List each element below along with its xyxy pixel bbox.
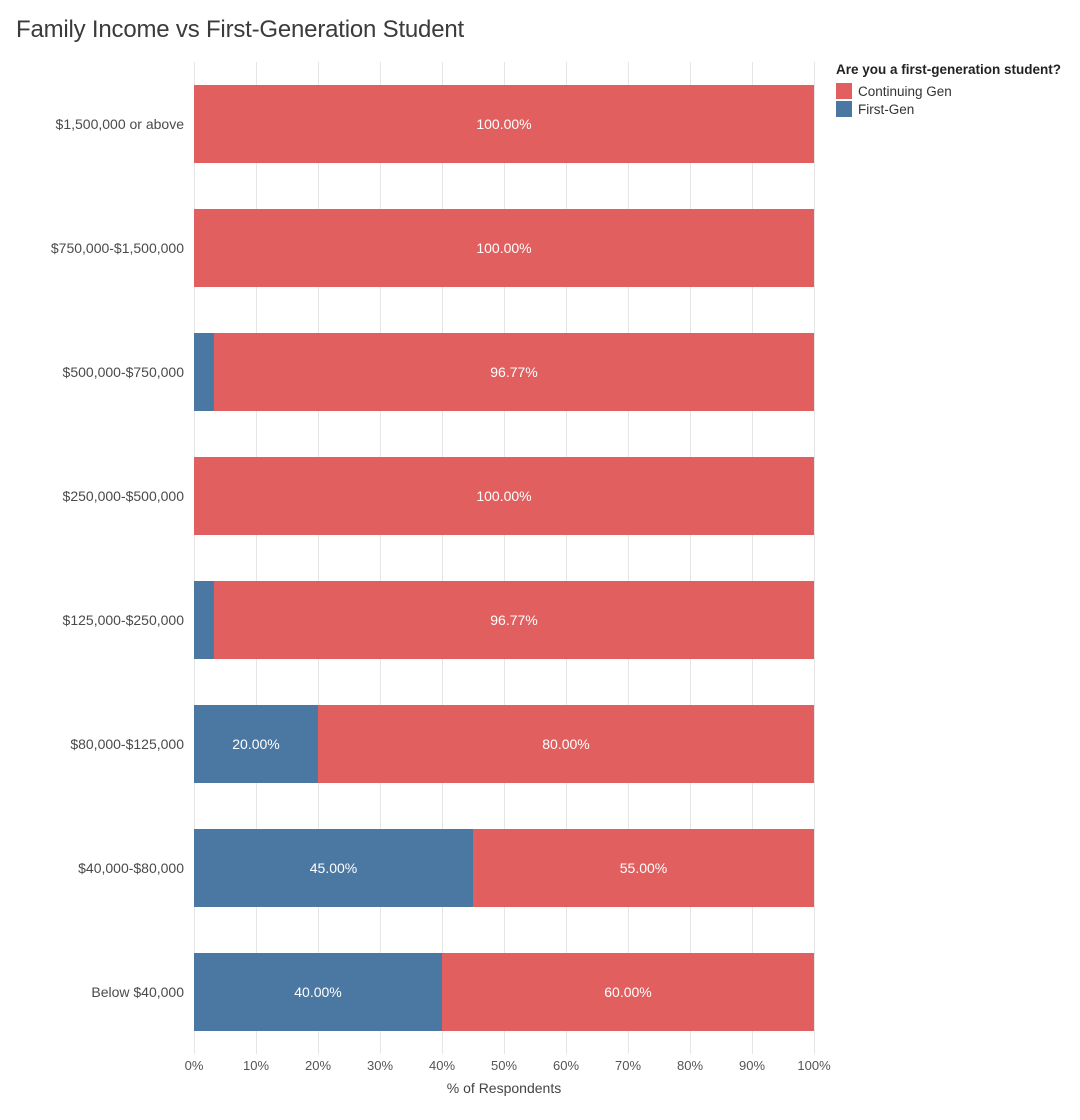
bar-row: 100.00% bbox=[194, 62, 814, 186]
bar-segment-first_gen bbox=[194, 581, 214, 659]
bar-track: 20.00%80.00% bbox=[194, 705, 814, 783]
legend-title: Are you a first-generation student? bbox=[836, 62, 1064, 77]
bar-segment-first_gen: 20.00% bbox=[194, 705, 318, 783]
y-tick-label: $80,000-$125,000 bbox=[16, 682, 194, 806]
x-tick-label: 70% bbox=[615, 1058, 641, 1073]
bar-segment-continuing_gen: 60.00% bbox=[442, 953, 814, 1031]
y-tick-label: Below $40,000 bbox=[16, 930, 194, 1054]
bar-track: 100.00% bbox=[194, 209, 814, 287]
plot-area: 100.00% 100.00% 96.77% 100.00% 96.77% 20.00%8… bbox=[194, 62, 814, 1054]
x-tick-label: 100% bbox=[797, 1058, 830, 1073]
bar-segment-continuing_gen: 100.00% bbox=[194, 85, 814, 163]
y-axis: $1,500,000 or above$750,000-$1,500,000$5… bbox=[16, 62, 194, 1054]
x-tick-label: 60% bbox=[553, 1058, 579, 1073]
legend: Are you a first-generation student? Cont… bbox=[836, 62, 1064, 119]
bar-row: 96.77% bbox=[194, 558, 814, 682]
y-tick-label: $40,000-$80,000 bbox=[16, 806, 194, 930]
bar-segment-continuing_gen: 55.00% bbox=[473, 829, 814, 907]
bar-segment-continuing_gen: 100.00% bbox=[194, 209, 814, 287]
chart-title: Family Income vs First-Generation Studen… bbox=[16, 16, 1064, 44]
legend-item: Continuing Gen bbox=[836, 83, 1064, 99]
legend-label: Continuing Gen bbox=[858, 84, 952, 99]
y-tick-label: $500,000-$750,000 bbox=[16, 310, 194, 434]
bar-segment-first_gen bbox=[194, 333, 214, 411]
bar-row: 45.00%55.00% bbox=[194, 806, 814, 930]
bar-track: 96.77% bbox=[194, 333, 814, 411]
bar-segment-continuing_gen: 96.77% bbox=[214, 333, 814, 411]
x-tick-label: 10% bbox=[243, 1058, 269, 1073]
legend-swatch bbox=[836, 101, 852, 117]
bar-rows: 100.00% 100.00% 96.77% 100.00% 96.77% 20.00%8… bbox=[194, 62, 814, 1054]
bar-track: 40.00%60.00% bbox=[194, 953, 814, 1031]
bar-row: 100.00% bbox=[194, 434, 814, 558]
x-tick-label: 50% bbox=[491, 1058, 517, 1073]
x-tick-label: 30% bbox=[367, 1058, 393, 1073]
x-tick-label: 80% bbox=[677, 1058, 703, 1073]
bar-row: 100.00% bbox=[194, 186, 814, 310]
bar-row: 40.00%60.00% bbox=[194, 930, 814, 1054]
bar-track: 100.00% bbox=[194, 85, 814, 163]
y-tick-label: $750,000-$1,500,000 bbox=[16, 186, 194, 310]
legend-label: First-Gen bbox=[858, 102, 914, 117]
bar-track: 96.77% bbox=[194, 581, 814, 659]
y-tick-label: $1,500,000 or above bbox=[16, 62, 194, 186]
chart: $1,500,000 or above$750,000-$1,500,000$5… bbox=[16, 62, 1064, 1098]
bar-segment-continuing_gen: 100.00% bbox=[194, 457, 814, 535]
plot-column: 100.00%100.00%96.77%100.00%96.77%20.00%8… bbox=[194, 62, 814, 1098]
legend-swatch bbox=[836, 83, 852, 99]
bar-segment-first_gen: 40.00% bbox=[194, 953, 442, 1031]
bar-track: 100.00% bbox=[194, 457, 814, 535]
x-tick-label: 90% bbox=[739, 1058, 765, 1073]
x-tick-label: 20% bbox=[305, 1058, 331, 1073]
legend-item: First-Gen bbox=[836, 101, 1064, 117]
grid-line bbox=[814, 62, 815, 1054]
y-tick-label: $125,000-$250,000 bbox=[16, 558, 194, 682]
x-axis: % of Respondents 0%10%20%30%40%50%60%70%… bbox=[194, 1058, 814, 1098]
bar-segment-first_gen: 45.00% bbox=[194, 829, 473, 907]
x-tick-label: 40% bbox=[429, 1058, 455, 1073]
bar-segment-continuing_gen: 96.77% bbox=[214, 581, 814, 659]
bar-track: 45.00%55.00% bbox=[194, 829, 814, 907]
x-axis-title: % of Respondents bbox=[447, 1080, 561, 1096]
bar-row: 20.00%80.00% bbox=[194, 682, 814, 806]
x-tick-label: 0% bbox=[185, 1058, 204, 1073]
y-tick-label: $250,000-$500,000 bbox=[16, 434, 194, 558]
bar-segment-continuing_gen: 80.00% bbox=[318, 705, 814, 783]
bar-row: 96.77% bbox=[194, 310, 814, 434]
